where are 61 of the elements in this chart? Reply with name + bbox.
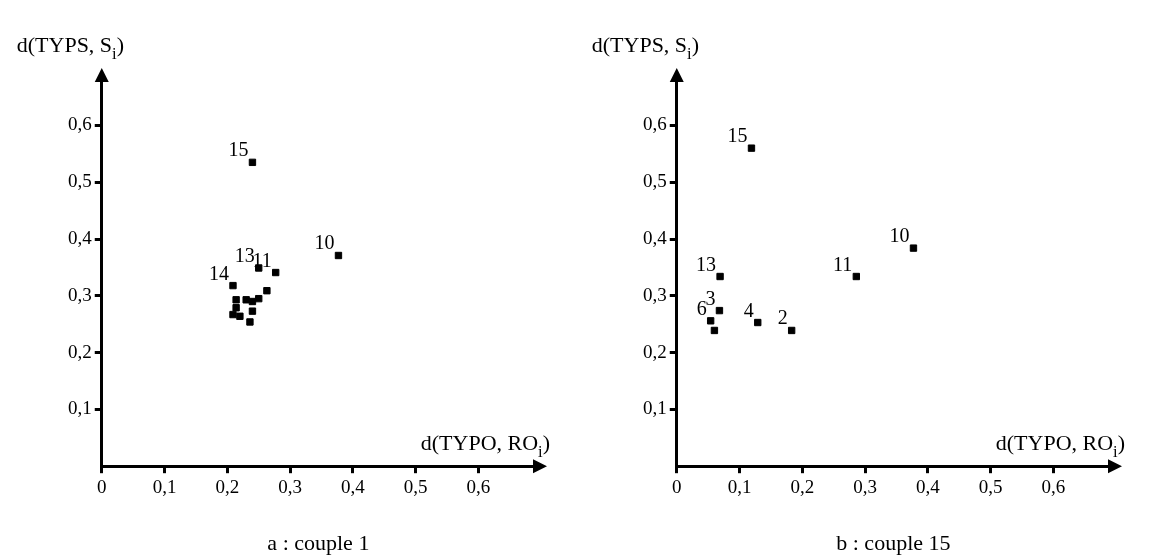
point [715, 306, 724, 315]
y-tick-label: 0,6 [68, 113, 92, 135]
point [787, 326, 796, 335]
point [236, 312, 244, 320]
point [334, 251, 343, 260]
x-tick-label: 0,4 [916, 475, 941, 497]
point [255, 294, 263, 303]
y-tick-label: 0,1 [643, 397, 667, 419]
annotation: 15 [727, 124, 748, 147]
x-tick-label: 0,3 [853, 475, 877, 497]
y-tick-label: 0,3 [68, 283, 92, 305]
annotation: 14 [208, 261, 229, 284]
y-tick-label: 0,5 [643, 170, 667, 192]
x-tick-label: 0,6 [1041, 475, 1066, 497]
point [232, 304, 240, 312]
y-tick-label: 0,3 [643, 283, 667, 305]
annotation: 3 [705, 286, 716, 309]
x-tick-label: 0,2 [215, 475, 240, 497]
y-tick-label: 0,4 [643, 227, 668, 249]
point [747, 144, 756, 152]
annotation: 4 [743, 298, 754, 321]
y-tick-label: 0,4 [68, 227, 93, 249]
x-tick-label: 0 [97, 475, 107, 497]
y-tick-label: 0,6 [643, 113, 667, 135]
annotation: 13 [234, 243, 255, 266]
annotation: 10 [314, 231, 335, 254]
point [272, 268, 280, 277]
point [852, 272, 861, 281]
annotation: 6 [696, 296, 707, 319]
point [909, 244, 918, 252]
point [716, 272, 724, 281]
point [754, 318, 762, 327]
annotation: 15 [228, 138, 249, 161]
text: a : couple 1 [267, 530, 370, 555]
annotation: 10 [889, 224, 910, 247]
x-tick-label: 0,2 [790, 475, 815, 497]
annotation: 2 [777, 306, 788, 329]
x-tick-label: 0,1 [152, 475, 177, 497]
x-tick-label: 0,4 [341, 475, 366, 497]
x-tick-label: 0,6 [466, 475, 491, 497]
point [710, 326, 719, 335]
y-tick-label: 0,2 [68, 340, 92, 362]
point [246, 318, 254, 326]
x-tick-label: 0 [672, 475, 682, 497]
x-tick-label: 0,5 [403, 475, 428, 497]
point [248, 158, 257, 167]
x-tick-label: 0,3 [278, 475, 302, 497]
point [248, 307, 257, 315]
y-tick-label: 0,1 [68, 397, 92, 419]
x-tick-label: 0,1 [727, 475, 752, 497]
x-tick-label: 0,5 [978, 475, 1003, 497]
text: b : couple 15 [836, 530, 951, 555]
y-tick-label: 0,5 [68, 170, 92, 192]
point [263, 287, 271, 295]
y-tick-label: 0,2 [643, 340, 667, 362]
point [242, 296, 250, 304]
point [706, 317, 715, 325]
annotation: 11 [833, 252, 853, 275]
annotation: 13 [696, 252, 717, 275]
point [229, 281, 237, 290]
point [232, 296, 240, 304]
